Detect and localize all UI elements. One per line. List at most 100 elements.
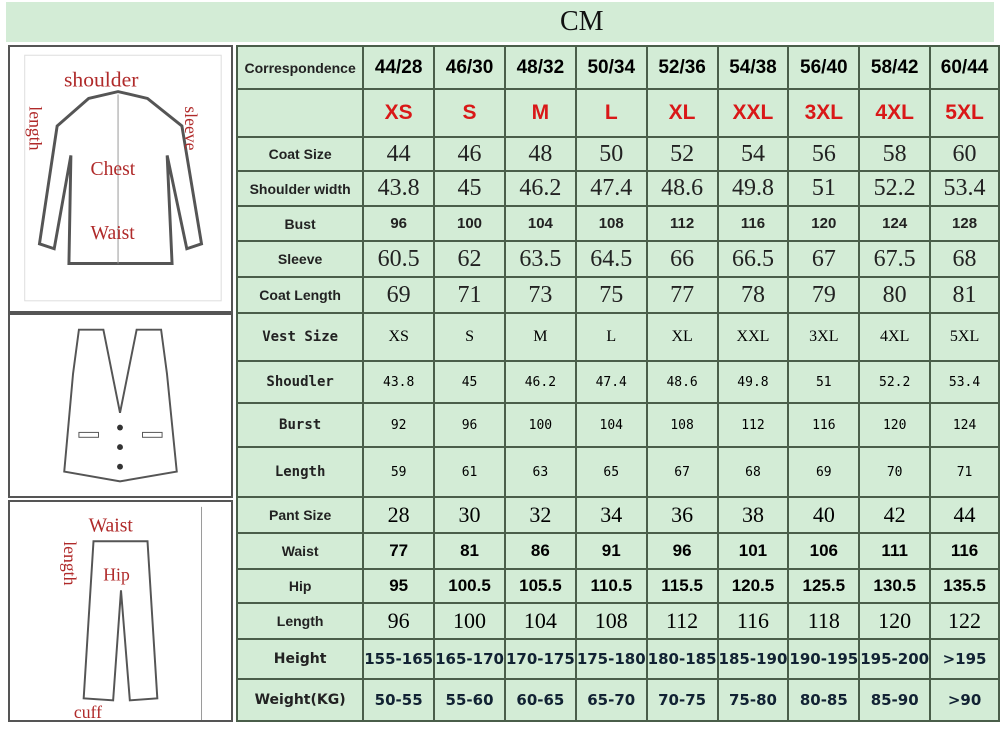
cell: 42 [858,496,932,534]
cell: 116 [787,402,861,448]
cell: 71 [433,276,506,314]
cell: 73 [503,276,577,314]
cell: 47.4 [574,170,648,207]
vest-row: Length 59 61 63 65 67 68 69 70 71 [235,446,1000,498]
cell: 116 [716,602,790,640]
cell: 36 [645,496,719,534]
coat-row: Coat Length 69 71 73 75 77 78 79 80 81 [235,276,1000,314]
row-label: Shoudler [235,360,365,404]
coat-diagram: shoulder length sleeve Chest Waist [8,45,233,313]
cell: 58 [858,136,932,172]
cell: 115.5 [645,568,719,604]
cell: 69 [787,446,861,498]
cell: 195-200 [858,638,932,680]
cell: 45 [433,360,506,404]
cell: M [503,88,577,138]
cell: 65-70 [574,678,648,722]
label-shoulder: shoulder [64,68,138,92]
cell: 112 [716,402,790,448]
cell: 56/40 [787,45,861,90]
row-label: Vest Size [235,312,365,362]
cell: 120 [858,602,932,640]
cell: 3XL [787,312,861,362]
coat-row: Sleeve 60.5 62 63.5 64.5 66 66.5 67 67.5 68 [235,240,1000,278]
row-label: Length [235,446,365,498]
pants-diagram: Waist length Hip cuff [8,500,233,722]
cell: 165-170 [433,638,506,680]
cell: 48/32 [503,45,577,90]
cell: 68 [929,240,1000,278]
cell: 46 [433,136,506,172]
cell: 116 [716,205,790,242]
cell: 3XL [787,88,861,138]
cell: 49.8 [716,170,790,207]
cell: 108 [574,205,648,242]
cell: 91 [574,532,648,570]
cell: 104 [503,602,577,640]
cell: 32 [503,496,577,534]
cell: 124 [929,402,1000,448]
vest-row: Burst 92 96 100 104 108 112 116 120 124 [235,402,1000,448]
cell: 95 [362,568,436,604]
cell: >90 [929,678,1000,722]
row-label: Weight(KG) [235,678,365,722]
cell: 118 [787,602,861,640]
cell: 44 [929,496,1000,534]
cell: 180-185 [645,638,719,680]
body-row: Height 155-165 165-170 170-175 175-180 180-18… [235,638,1000,680]
cell: 61 [433,446,506,498]
cell: 60 [929,136,1000,172]
cell: S [433,88,506,138]
label-waist: Waist [91,222,136,244]
cell: L [574,312,648,362]
cell: 48.6 [645,360,719,404]
cell: 67 [787,240,861,278]
label-waist: Waist [89,515,134,536]
label-chest: Chest [91,158,136,180]
label-length: length [60,541,80,585]
cell: 100 [433,602,506,640]
cell: 80 [858,276,932,314]
cell: 50/34 [574,45,648,90]
unit-title: CM [560,6,604,37]
cell: 60.5 [362,240,436,278]
cell: 43.8 [362,360,436,404]
cell: 111 [858,532,932,570]
cell: 80-85 [787,678,861,722]
cell: 66 [645,240,719,278]
cell: 67 [645,446,719,498]
cell: 96 [433,402,506,448]
cell: 28 [362,496,436,534]
cell: 5XL [929,312,1000,362]
cell: S [433,312,506,362]
row-label: Burst [235,402,365,448]
vest-diagram [8,313,233,498]
cell: 62 [433,240,506,278]
cell: M [503,312,577,362]
cell: 63.5 [503,240,577,278]
coat-row: Coat Size 44 46 48 50 52 54 56 58 60 [235,136,1000,172]
cell: 60/44 [929,45,1000,90]
cell: 34 [574,496,648,534]
cell: 135.5 [929,568,1000,604]
cell: 50 [574,136,648,172]
cell: 105.5 [503,568,577,604]
row-label: Hip [235,568,365,604]
cell: 92 [362,402,436,448]
cell: 54 [716,136,790,172]
cell: 40 [787,496,861,534]
cell: 59 [362,446,436,498]
cell: 30 [433,496,506,534]
cell: 46/30 [433,45,506,90]
cell: 52/36 [645,45,719,90]
cell: 4XL [858,312,932,362]
cell: 44 [362,136,436,172]
cell: 46.2 [503,360,577,404]
row-label: Coat Length [235,276,365,314]
cell: 48.6 [645,170,719,207]
cell: 43.8 [362,170,436,207]
cell: 51 [787,170,861,207]
row-label: Bust [235,205,365,242]
cell: 58/42 [858,45,932,90]
cell: 50-55 [362,678,436,722]
